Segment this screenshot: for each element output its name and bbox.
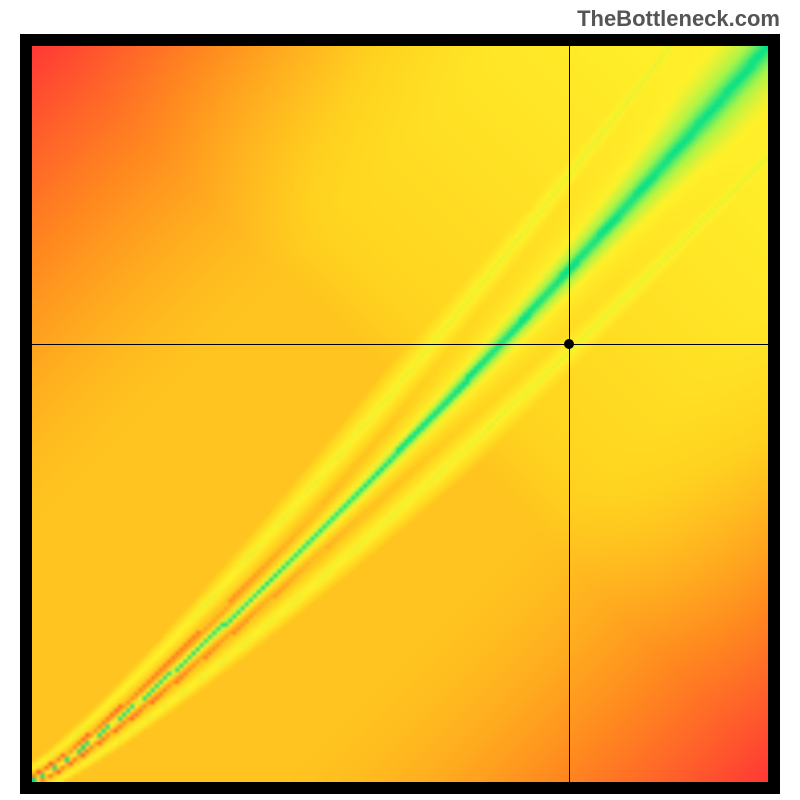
crosshair-vertical [569,46,570,782]
attribution-label: TheBottleneck.com [577,6,780,32]
heatmap-frame [20,34,780,794]
marker-dot [564,339,574,349]
crosshair-horizontal [32,344,768,345]
heatmap-canvas [32,46,768,782]
heatmap-area [32,46,768,782]
